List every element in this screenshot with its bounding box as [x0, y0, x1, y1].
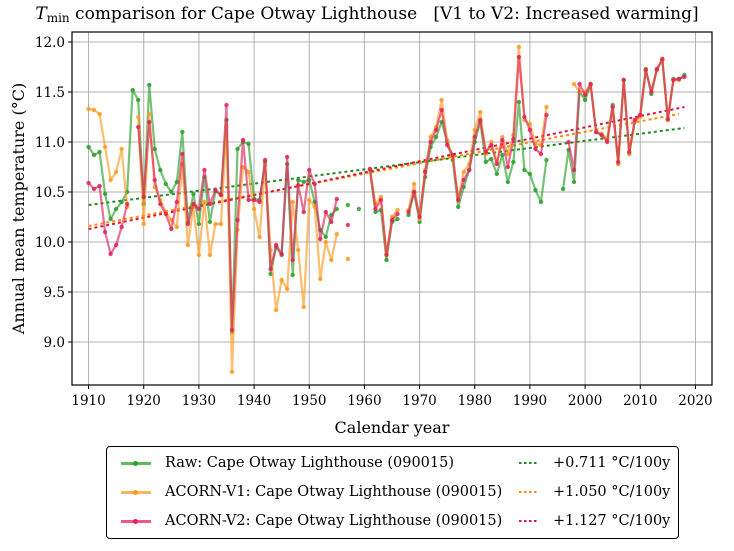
title-bracket: [V1 to V2: Increased warming] — [433, 4, 699, 24]
legend-entry-trend-raw: +0.711 °C/100y — [519, 455, 670, 471]
series-raw — [86, 57, 687, 335]
series-line-acorn-v2 — [368, 168, 399, 257]
legend-dash-trend-v1 — [519, 491, 539, 493]
legend-entry-trend-v2: +1.127 °C/100y — [519, 513, 670, 529]
legend-label-raw: Raw: Cape Otway Lighthouse (090015) — [165, 455, 455, 471]
legend-swatch-acorn-v1 — [121, 487, 151, 497]
y-tick-label: 11.5 — [35, 85, 65, 101]
x-tick-label: 1970 — [402, 393, 436, 409]
y-tick-label: 10.5 — [35, 185, 65, 201]
trendline-0 — [88, 127, 685, 206]
data-point-raw — [345, 202, 351, 208]
legend-entry-acorn-v2: ACORN-V2: Cape Otway Lighthouse (090015) — [121, 513, 502, 529]
legend-entry-trend-v1: +1.050 °C/100y — [519, 484, 670, 500]
data-point-acorn-v2 — [345, 222, 351, 228]
y-tick-label: 10.0 — [35, 235, 65, 251]
x-tick-label: 1930 — [182, 393, 216, 409]
trendline-1 — [88, 113, 680, 227]
series-lines — [86, 44, 687, 375]
x-tick-label: 2010 — [623, 393, 657, 409]
legend-swatch-raw — [121, 458, 151, 468]
x-tick-label: 1920 — [127, 393, 161, 409]
x-axis-ticks: 1910 1920 1930 1940 1950 1960 1970 1980 1990 2000… — [71, 385, 713, 409]
trendline-2 — [88, 106, 685, 230]
title-subscript: min — [46, 11, 70, 25]
chart-plot: 1910 1920 1930 1940 1950 1960 1970 1980 1990 2000… — [9, 31, 713, 437]
series-line-acorn-v2 — [87, 182, 129, 256]
data-point-acorn-v1 — [345, 256, 351, 262]
legend-label-trend-raw: +0.711 °C/100y — [553, 455, 671, 471]
x-tick-label: 1990 — [513, 393, 547, 409]
series-line-acorn-v2 — [137, 103, 338, 332]
y-tick-label: 9.0 — [44, 335, 65, 351]
x-axis-label: Calendar year — [335, 418, 450, 437]
y-axis-ticks: 9.0 9.5 10.0 10.5 11.0 11.5 12.0 — [35, 35, 72, 351]
x-tick-label: 1950 — [292, 393, 326, 409]
series-line-acorn-v1 — [88, 107, 129, 208]
y-tick-label: 12.0 — [35, 35, 65, 51]
series-line-acorn-v2 — [407, 55, 548, 219]
legend-entry-acorn-v1: ACORN-V1: Cape Otway Lighthouse (090015) — [121, 484, 502, 500]
y-tick-label: 9.5 — [44, 285, 65, 301]
legend-label-trend-v2: +1.127 °C/100y — [553, 513, 671, 529]
x-tick-label: 1910 — [71, 393, 105, 409]
x-tick-label: 1980 — [458, 393, 492, 409]
x-tick-label: 1940 — [237, 393, 271, 409]
title-text: comparison for Cape Otway Lighthouse — [69, 4, 418, 24]
legend-label-trend-v1: +1.050 °C/100y — [553, 484, 671, 500]
legend-swatch-acorn-v2 — [121, 516, 151, 526]
data-point-raw — [356, 206, 362, 212]
x-tick-label: 2000 — [568, 393, 602, 409]
legend-label-acorn-v1: ACORN-V1: Cape Otway Lighthouse (090015) — [165, 484, 503, 500]
chart-title: Tmin comparison for Cape Otway Lighthous… — [0, 4, 734, 25]
grid-lines — [72, 32, 712, 385]
axes-frame — [71, 31, 713, 386]
trend-lines — [88, 106, 685, 230]
series-line-acorn-v2 — [567, 57, 685, 172]
legend-entry-raw: Raw: Cape Otway Lighthouse (090015) — [121, 455, 454, 471]
y-axis-label: Annual mean temperature (°C) — [9, 83, 28, 335]
y-tick-label: 11.0 — [35, 135, 65, 151]
series-acorn-v2 — [86, 54, 687, 333]
legend-dash-trend-v2 — [519, 520, 539, 522]
legend-dash-trend-raw — [519, 462, 539, 464]
title-variable: T — [35, 4, 47, 24]
legend-label-acorn-v2: ACORN-V2: Cape Otway Lighthouse (090015) — [165, 513, 503, 529]
x-tick-label: 2020 — [678, 393, 712, 409]
x-tick-label: 1960 — [347, 393, 381, 409]
legend: Raw: Cape Otway Lighthouse (090015) ACOR… — [106, 446, 679, 539]
